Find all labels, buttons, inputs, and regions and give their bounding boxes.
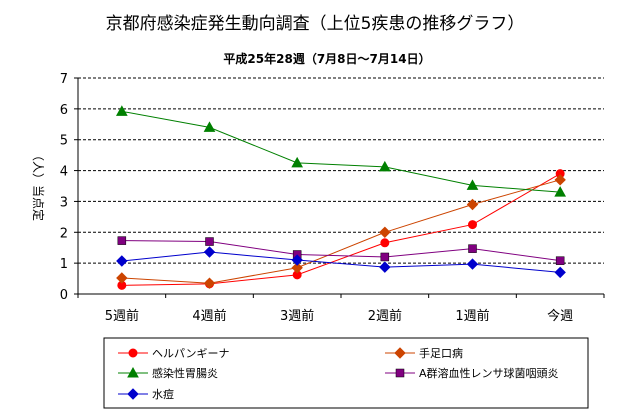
series-1-point-1 <box>203 277 216 289</box>
series-1-point-3 <box>379 226 391 238</box>
series-4-point-2 <box>291 254 303 266</box>
legend-label-2: 感染性胃腸炎 <box>152 366 218 380</box>
series-2-point-5 <box>554 186 567 197</box>
legend-marker-2 <box>127 366 139 378</box>
legend-box <box>103 337 589 409</box>
series-4 <box>116 246 566 279</box>
series-4-point-0 <box>116 255 128 267</box>
legend-marker-4 <box>127 388 139 400</box>
series-2-point-1 <box>203 121 216 132</box>
y-tick-label-3: 3 <box>60 195 68 210</box>
y-tick-label-1: 1 <box>60 257 68 272</box>
y-axis-label: （人）当点定 <box>31 149 46 221</box>
x-tick-label-0: 5週前 <box>105 308 139 324</box>
legend-label-4: 水痘 <box>152 387 174 401</box>
series-3-point-4 <box>468 244 477 253</box>
series-2 <box>115 105 567 197</box>
series-3-point-0 <box>117 236 127 245</box>
legend-item-0: ヘルパンギーナ <box>118 347 230 360</box>
series-4-point-1 <box>203 246 216 258</box>
x-tick-label-2: 3週前 <box>280 308 314 324</box>
series-line-1 <box>121 179 561 284</box>
legend-label-3: A群溶血性レンサ球菌咽頭炎 <box>419 366 559 380</box>
series-line-3 <box>121 240 561 262</box>
legend-item-3: A群溶血性レンサ球菌咽頭炎 <box>385 366 559 380</box>
legend-label-1: 手足口病 <box>419 346 463 360</box>
legend-item-4: 水痘 <box>118 387 174 401</box>
series-2-point-4 <box>466 179 479 190</box>
y-tick-label-6: 6 <box>60 103 68 118</box>
legend-item-2: 感染性胃腸炎 <box>118 366 218 380</box>
series-4-point-3 <box>379 261 391 273</box>
series-2-point-0 <box>115 105 128 116</box>
series-1-point-4 <box>466 198 479 211</box>
x-tick-label-5: 今週 <box>547 308 573 324</box>
series-0-point-4 <box>468 220 477 230</box>
series-3 <box>117 236 565 265</box>
series-1-point-0 <box>116 272 128 284</box>
series-1 <box>116 174 566 289</box>
series-0-point-3 <box>380 238 390 248</box>
chart-title: 京都府感染症発生動向調査（上位5疾患の推移グラフ） <box>106 14 525 34</box>
y-tick-label-4: 4 <box>60 165 68 180</box>
y-tick-label-0: 0 <box>60 288 68 303</box>
series-3-point-3 <box>380 252 390 262</box>
series-1-point-2 <box>291 262 303 274</box>
x-tick-label-1: 4週前 <box>192 308 226 324</box>
legend-marker-1 <box>394 347 406 359</box>
series-2-point-3 <box>378 160 391 172</box>
y-tick-label-5: 5 <box>60 134 68 149</box>
legend-marker-0 <box>128 348 138 358</box>
legend-marker-3 <box>395 368 405 378</box>
y-tick-label-7: 7 <box>60 72 68 87</box>
x-tick-label-4: 1週前 <box>455 308 489 324</box>
series-1-point-5 <box>554 174 566 186</box>
series-3-point-5 <box>555 256 565 265</box>
x-tick-label-3: 2週前 <box>368 308 402 324</box>
legend-item-1: 手足口病 <box>385 346 463 360</box>
series-line-0 <box>121 173 561 286</box>
series-4-point-4 <box>466 258 479 270</box>
series-2-point-2 <box>291 156 304 168</box>
series-3-point-1 <box>205 237 214 246</box>
legend-label-0: ヘルパンギーナ <box>152 347 230 360</box>
series-line-4 <box>121 251 561 273</box>
chart-subtitle: 平成25年28週（7月8日～7月14日） <box>223 51 430 66</box>
y-tick-label-2: 2 <box>60 226 68 241</box>
series-4-point-5 <box>554 266 566 279</box>
plot-area: 0 1 2 3 4 5 6 7 5週前 4週前 3週前 2週前 1週前 今週 <box>60 72 605 324</box>
series-line-2 <box>121 110 561 193</box>
